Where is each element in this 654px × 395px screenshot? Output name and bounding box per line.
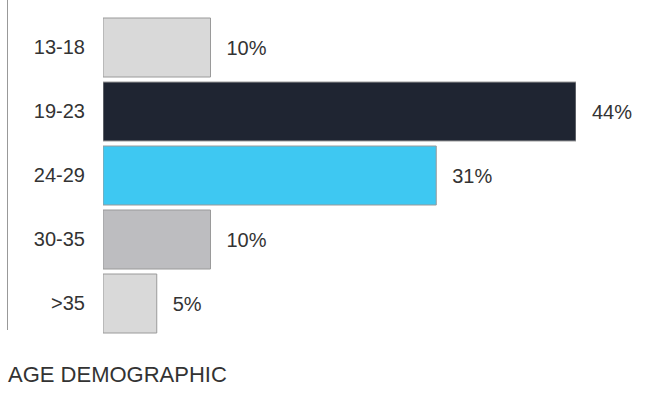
svg-text:13-18: 13-18: [34, 36, 85, 58]
svg-text:10%: 10%: [227, 229, 267, 251]
svg-text:44%: 44%: [592, 101, 632, 123]
svg-text:30-35: 30-35: [34, 228, 85, 250]
svg-text:31%: 31%: [452, 165, 492, 187]
svg-text:>35: >35: [51, 292, 85, 314]
svg-text:19-23: 19-23: [34, 100, 85, 122]
svg-text:10%: 10%: [227, 37, 267, 59]
svg-text:5%: 5%: [173, 293, 202, 315]
html-text:AGE DEMOGRAPHIC: AGE DEMOGRAPHIC: [8, 362, 227, 387]
svg-text:24-29: 24-29: [34, 164, 85, 186]
